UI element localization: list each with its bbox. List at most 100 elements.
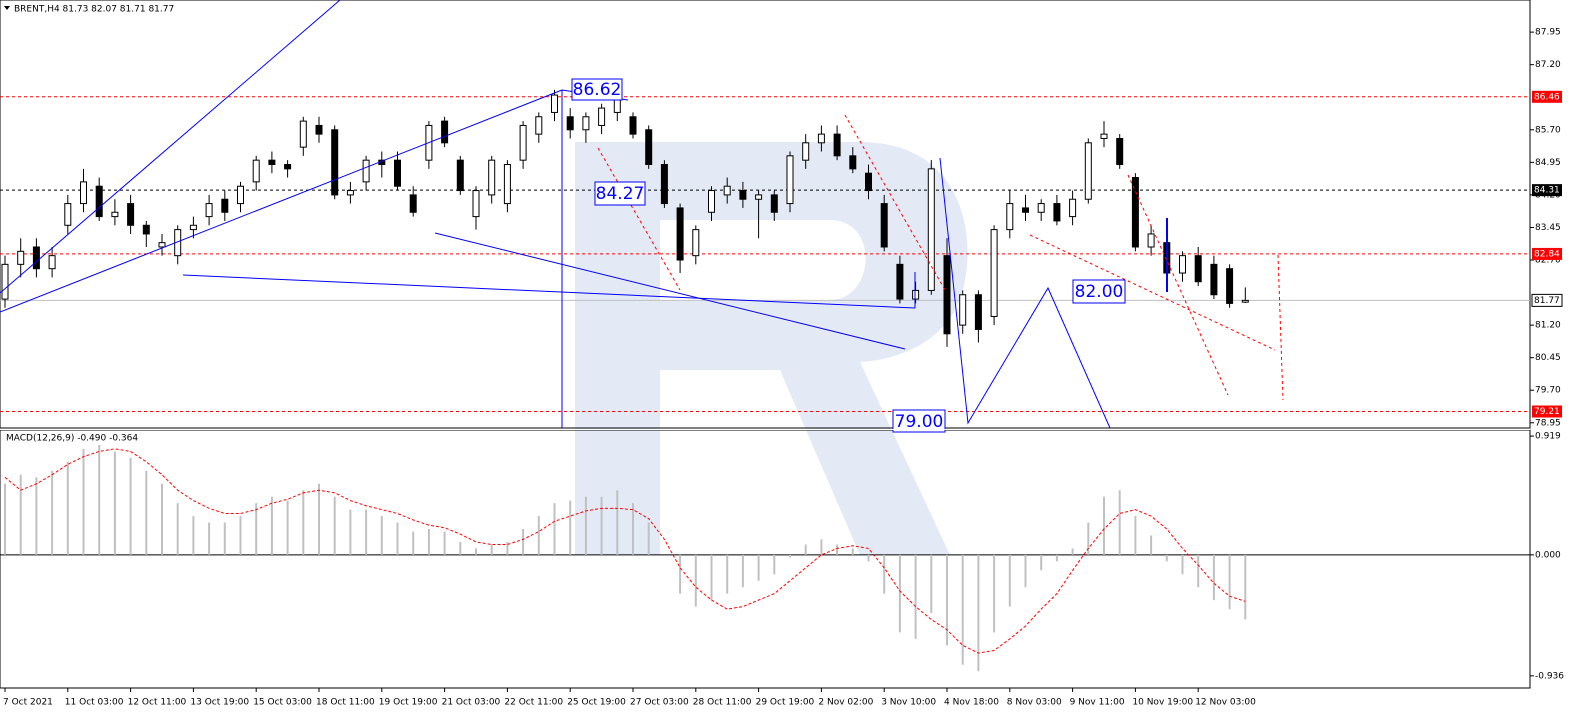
y-tick-label: 83.45 [1535, 223, 1561, 233]
candle-body [519, 124, 527, 161]
price-tag [1532, 184, 1562, 197]
x-tick-label: 7 Oct 2021 [3, 698, 53, 708]
candle-body [456, 159, 464, 192]
price-tag [1532, 405, 1562, 418]
candle-body [974, 294, 982, 330]
annotation: 84.27 [596, 184, 645, 204]
candle-body [331, 129, 339, 196]
annotation-boxes: 86.62 84.27 82.00 79.00 [0, 78, 1530, 433]
candle-body [1226, 268, 1234, 304]
annotation: 82.00 [1075, 282, 1124, 302]
candle-body [32, 246, 40, 270]
menu-arrow[interactable] [4, 6, 10, 10]
price-tag [1532, 90, 1562, 103]
macd-signal [4, 448, 1246, 654]
x-tick-label: 12 Oct 11:00 [128, 698, 187, 708]
annotation: 86.62 [573, 80, 622, 100]
candle-body [1131, 177, 1139, 248]
x-tick-label: 27 Oct 03:00 [630, 698, 689, 708]
x-tick-label: 8 Nov 03:00 [1007, 698, 1062, 708]
price-tag [1532, 247, 1562, 260]
candle-body [629, 116, 637, 135]
candle-body [1084, 142, 1092, 200]
candle-body [1179, 255, 1186, 274]
y-tick-label: 79.70 [1535, 386, 1561, 396]
candle-body [551, 94, 558, 113]
price-tag-label: 86.46 [1534, 92, 1560, 102]
y-tick-label: 81.20 [1535, 321, 1561, 331]
candle-body [865, 172, 872, 192]
candle-body [692, 229, 700, 257]
y-tick-label: -0.936 [1535, 671, 1564, 681]
candle-body [142, 224, 150, 235]
candle-body [1022, 207, 1029, 213]
candle-body [676, 207, 684, 261]
x-tick-label: 29 Oct 19:00 [756, 698, 815, 708]
candle-body [1194, 255, 1202, 283]
candle-body [660, 164, 668, 205]
x-tick-label: 11 Oct 03:00 [65, 698, 124, 708]
candle-body [613, 98, 621, 113]
x-tick-label: 9 Nov 11:00 [1070, 698, 1125, 708]
candle-body [189, 224, 197, 231]
y-tick-label: 84.95 [1535, 158, 1561, 168]
x-tick-label: 22 Oct 11:00 [504, 698, 563, 708]
candle-body [912, 289, 920, 300]
candle-body [127, 203, 135, 226]
candle-body [817, 133, 825, 144]
y-tick-label: 0.000 [1535, 550, 1561, 560]
candle-body [362, 159, 370, 183]
y-tick-label: 0.919 [1535, 432, 1561, 442]
candle-body [441, 120, 449, 144]
candle-body [959, 294, 967, 326]
candle-body [394, 159, 401, 187]
y-tick-label: 87.95 [1535, 28, 1561, 38]
x-tick-label: 28 Oct 11:00 [693, 698, 752, 708]
candle-body [472, 190, 480, 218]
price-panel [0, 0, 1531, 429]
candle-body [1100, 133, 1108, 139]
candle-body [833, 133, 841, 157]
candle-body [990, 229, 998, 317]
candle-body [1006, 203, 1014, 231]
macd-panel [0, 429, 1531, 689]
candle-body [598, 107, 606, 126]
y-tick-label: 82.70 [1535, 256, 1561, 266]
annotation: 79.00 [895, 412, 944, 432]
candle-body [849, 155, 857, 170]
macd-title: MACD(12,26,9) -0.490 -0.364 [6, 434, 138, 444]
candle-body [1210, 263, 1218, 296]
candle-body [268, 159, 276, 166]
candle-body [1, 263, 9, 300]
candle-body [1069, 198, 1077, 218]
marks [0, 89, 1530, 672]
candle-body [205, 203, 213, 218]
candle-body [237, 185, 244, 205]
price-tag-label: 82.84 [1534, 249, 1560, 259]
candle-body [284, 164, 292, 170]
candle-body [17, 250, 25, 265]
candle-body [786, 155, 794, 205]
price-tag-label: 81.77 [1534, 296, 1560, 306]
candle-body [346, 190, 354, 196]
x-tick-label: 3 Nov 10:00 [881, 698, 936, 708]
candle-body [315, 124, 323, 135]
candle-body [95, 185, 103, 218]
candle-body [1241, 299, 1249, 303]
candle-body [535, 116, 543, 135]
candle-body [221, 198, 229, 213]
candle-body [252, 159, 260, 183]
price-tag-label: 84.31 [1534, 186, 1560, 196]
x-tick-label: 13 Oct 19:00 [190, 698, 249, 708]
candle-body [1116, 137, 1124, 166]
candle-body [488, 159, 496, 196]
candle-body [645, 129, 653, 166]
price-tag-label: 79.21 [1534, 407, 1560, 417]
candle-body [566, 116, 574, 131]
y-tick-label: 80.45 [1535, 353, 1561, 363]
candle-body [80, 181, 87, 205]
y-tick-label: 78.95 [1535, 418, 1561, 428]
x-tick-label: 15 Oct 03:00 [253, 698, 312, 708]
candle-body [880, 203, 888, 248]
